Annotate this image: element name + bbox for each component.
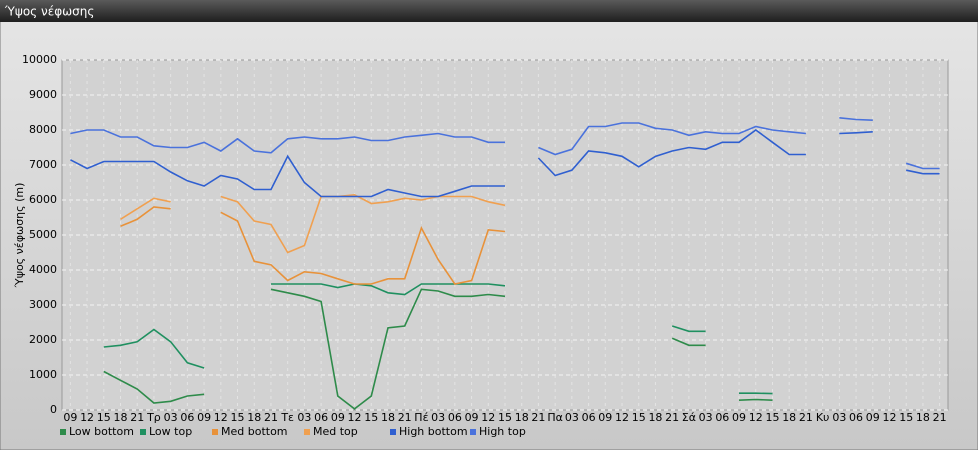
x-tick-label: 09 <box>866 411 880 424</box>
x-tick-label: 18 <box>916 411 930 424</box>
legend-label: Med bottom <box>221 425 288 438</box>
x-tick-label: Κυ <box>816 411 830 424</box>
legend-label: Low bottom <box>69 425 134 438</box>
x-tick-label: 18 <box>515 411 529 424</box>
x-tick-label: 12 <box>481 411 495 424</box>
y-tick-label: 4000 <box>29 263 57 276</box>
x-tick-label: 06 <box>582 411 596 424</box>
x-tick-label: 03 <box>297 411 311 424</box>
x-tick-label: 12 <box>882 411 896 424</box>
legend-label: High top <box>479 425 526 438</box>
legend-swatch <box>140 429 146 435</box>
x-tick-label: 18 <box>247 411 261 424</box>
x-tick-label: 03 <box>431 411 445 424</box>
chart-title: Ύψος νέφωσης <box>4 5 94 19</box>
x-tick-label: 03 <box>164 411 178 424</box>
x-tick-label: 18 <box>114 411 128 424</box>
x-tick-label: 09 <box>63 411 77 424</box>
x-tick-label: 12 <box>615 411 629 424</box>
x-tick-label: 15 <box>899 411 913 424</box>
legend-swatch <box>390 429 396 435</box>
x-tick-label: 21 <box>933 411 947 424</box>
x-tick-label: 12 <box>214 411 228 424</box>
x-tick-label: 03 <box>565 411 579 424</box>
y-tick-label: 2000 <box>29 333 57 346</box>
x-tick-label: 15 <box>97 411 111 424</box>
series-line <box>120 193 506 254</box>
x-tick-label: 09 <box>598 411 612 424</box>
series-line <box>120 206 506 285</box>
series-line <box>103 288 773 410</box>
x-tick-label: 15 <box>765 411 779 424</box>
x-tick-label: 09 <box>732 411 746 424</box>
y-tick-label: 3000 <box>29 298 57 311</box>
legend-label: Low top <box>149 425 192 438</box>
legend-swatch <box>60 429 66 435</box>
x-tick-label: 21 <box>531 411 545 424</box>
x-tick-label: 21 <box>799 411 813 424</box>
x-tick-label: 15 <box>231 411 245 424</box>
x-tick-label: 06 <box>448 411 462 424</box>
x-tick-label: 06 <box>314 411 328 424</box>
y-axis-label: Ύψος νέφωσης (m) <box>13 183 26 289</box>
x-tick-label: 15 <box>364 411 378 424</box>
title-bar <box>0 0 978 22</box>
x-tick-label: 09 <box>197 411 211 424</box>
legend-swatch <box>212 429 218 435</box>
x-tick-label: 06 <box>849 411 863 424</box>
x-tick-label: 06 <box>180 411 194 424</box>
y-tick-label: 8000 <box>29 123 57 136</box>
legend-swatch <box>304 429 310 435</box>
y-tick-label: 5000 <box>29 228 57 241</box>
x-tick-label: 09 <box>465 411 479 424</box>
x-tick-label: Τε <box>280 411 294 424</box>
x-tick-label: 21 <box>264 411 278 424</box>
y-tick-label: 0 <box>50 403 57 416</box>
legend-label: Med top <box>313 425 358 438</box>
x-tick-label: 09 <box>331 411 345 424</box>
legend-label: High bottom <box>399 425 468 438</box>
x-tick-label: 21 <box>665 411 679 424</box>
x-tick-label: Σά <box>682 411 696 424</box>
y-tick-label: 10000 <box>22 53 57 66</box>
x-tick-label: Τρ <box>146 411 161 424</box>
x-tick-label: Πα <box>547 411 563 424</box>
y-tick-label: 9000 <box>29 88 57 101</box>
x-tick-label: 18 <box>648 411 662 424</box>
x-tick-label: 15 <box>498 411 512 424</box>
x-tick-label: 12 <box>80 411 94 424</box>
x-tick-label: Πέ <box>414 411 428 424</box>
x-tick-label: 03 <box>699 411 713 424</box>
x-tick-label: 18 <box>381 411 395 424</box>
x-tick-label: 06 <box>715 411 729 424</box>
x-tick-label: 21 <box>130 411 144 424</box>
legend-swatch <box>470 429 476 435</box>
series-line <box>70 129 940 198</box>
x-tick-label: 21 <box>398 411 412 424</box>
series-line <box>70 117 940 170</box>
x-tick-label: 12 <box>348 411 362 424</box>
series-line <box>103 283 773 395</box>
x-tick-label: 12 <box>749 411 763 424</box>
y-tick-label: 6000 <box>29 193 57 206</box>
x-tick-label: 15 <box>632 411 646 424</box>
y-tick-label: 1000 <box>29 368 57 381</box>
x-tick-label: 03 <box>832 411 846 424</box>
y-tick-label: 7000 <box>29 158 57 171</box>
x-tick-label: 18 <box>782 411 796 424</box>
